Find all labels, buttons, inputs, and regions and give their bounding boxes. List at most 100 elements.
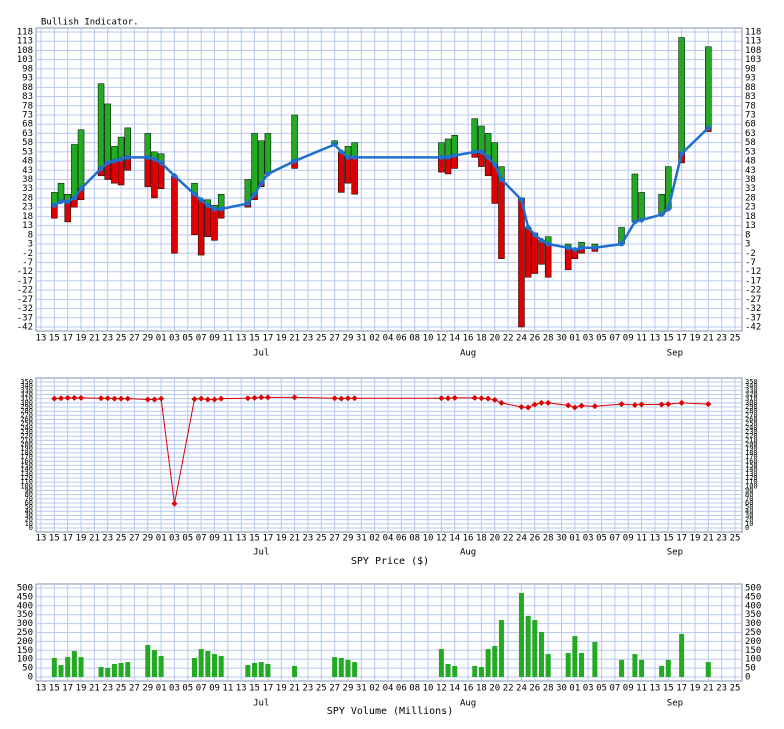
y-tick-label-right: -42 bbox=[745, 323, 761, 333]
up-bar bbox=[478, 125, 485, 153]
y-tick-label: -17 bbox=[17, 276, 33, 286]
y-tick-label: 0 bbox=[28, 673, 33, 683]
ma-point bbox=[252, 191, 258, 197]
ma-point bbox=[665, 206, 671, 212]
x-tick-label: 23 bbox=[716, 334, 727, 344]
x-tick-label: 11 bbox=[636, 534, 647, 544]
ma-point bbox=[679, 151, 685, 157]
down-bar bbox=[538, 240, 545, 265]
ma-point bbox=[198, 197, 204, 203]
month-label: Jul bbox=[253, 548, 269, 558]
ma-point bbox=[51, 202, 57, 208]
ma-point bbox=[118, 156, 124, 162]
x-tick-label: 01 bbox=[156, 334, 167, 344]
point bbox=[485, 395, 492, 402]
ma-point bbox=[579, 245, 585, 251]
point bbox=[531, 401, 538, 408]
x-tick-label: 15 bbox=[663, 534, 674, 544]
x-tick-label: 17 bbox=[676, 684, 687, 694]
bar bbox=[205, 651, 211, 677]
y-tick-label: 320 bbox=[20, 391, 33, 399]
y-tick-label: 63 bbox=[22, 129, 33, 139]
x-tick-label: 27 bbox=[129, 334, 140, 344]
y-tick-label-right: 200 bbox=[745, 637, 761, 647]
point bbox=[331, 395, 338, 402]
x-tick-label: 28 bbox=[543, 534, 554, 544]
up-bar bbox=[631, 173, 639, 223]
down-bar bbox=[344, 157, 352, 184]
down-bar bbox=[151, 158, 158, 199]
y-tick-label-right: 58 bbox=[745, 138, 756, 148]
y-tick-label: 260 bbox=[20, 416, 33, 424]
bar bbox=[452, 665, 458, 677]
x-tick-label: 11 bbox=[222, 334, 233, 344]
x-tick-label: 22 bbox=[503, 534, 514, 544]
x-tick-label: 19 bbox=[690, 334, 701, 344]
y-tick-label-right: 500 bbox=[745, 584, 761, 594]
bar bbox=[125, 662, 131, 677]
y-tick-label: 30 bbox=[25, 511, 33, 519]
x-tick-label: 25 bbox=[730, 534, 741, 544]
y-tick-label: 50 bbox=[25, 503, 33, 511]
x-tick-label: 02 bbox=[369, 334, 380, 344]
x-tick-label: 25 bbox=[116, 684, 127, 694]
point bbox=[104, 395, 111, 402]
x-tick-label: 18 bbox=[476, 534, 487, 544]
x-tick-label: 10 bbox=[423, 334, 434, 344]
y-tick-label: 80 bbox=[25, 491, 33, 499]
y-tick-label: 20 bbox=[25, 516, 33, 524]
point bbox=[578, 402, 585, 409]
x-tick-label: 04 bbox=[383, 684, 394, 694]
bar bbox=[191, 657, 197, 677]
up-bar bbox=[638, 192, 645, 221]
y-tick-label-right: 108 bbox=[745, 46, 761, 56]
x-tick-label: 25 bbox=[730, 334, 741, 344]
down-bar bbox=[157, 162, 165, 189]
x-tick-label: 08 bbox=[409, 684, 420, 694]
y-tick-label-right: 83 bbox=[745, 92, 756, 102]
ma-point bbox=[532, 232, 538, 238]
ma-point bbox=[158, 160, 164, 166]
y-tick-label-right: -27 bbox=[745, 295, 761, 305]
y-tick-label: 88 bbox=[22, 83, 33, 93]
y-tick-label: 78 bbox=[22, 101, 33, 111]
up-bar bbox=[117, 136, 125, 160]
ma-point bbox=[292, 158, 298, 164]
bar bbox=[492, 646, 498, 677]
bar bbox=[198, 649, 204, 677]
y-tick-label-right: 450 bbox=[745, 592, 761, 602]
x-tick-label: 23 bbox=[716, 534, 727, 544]
point bbox=[244, 395, 251, 402]
month-label: Aug bbox=[460, 699, 476, 709]
point bbox=[144, 396, 151, 403]
x-tick-label: 13 bbox=[650, 684, 661, 694]
point bbox=[218, 395, 225, 402]
x-tick-label: 13 bbox=[36, 334, 47, 344]
bar bbox=[105, 667, 111, 677]
x-tick-label: 21 bbox=[89, 534, 100, 544]
point bbox=[638, 401, 645, 408]
point bbox=[118, 395, 125, 402]
y-tick-label-right: 100 bbox=[745, 482, 758, 490]
x-tick-label: 03 bbox=[583, 334, 594, 344]
x-tick-label: 03 bbox=[169, 334, 180, 344]
x-tick-label: 09 bbox=[209, 334, 220, 344]
x-tick-label: 31 bbox=[356, 534, 367, 544]
down-bar bbox=[111, 160, 118, 184]
x-tick-label: 10 bbox=[423, 684, 434, 694]
x-tick-label: 24 bbox=[516, 334, 527, 344]
up-bar bbox=[144, 133, 152, 158]
y-tick-label-right: 270 bbox=[745, 411, 758, 419]
bar bbox=[478, 667, 484, 677]
x-tick-label: 12 bbox=[436, 334, 447, 344]
x-tick-label: 28 bbox=[543, 684, 554, 694]
x-tick-label: 15 bbox=[249, 684, 260, 694]
x-tick-label: 15 bbox=[49, 334, 60, 344]
x-tick-label: 17 bbox=[676, 534, 687, 544]
x-tick-label: 27 bbox=[129, 534, 140, 544]
ma-point bbox=[492, 162, 498, 168]
down-bar bbox=[64, 201, 71, 223]
point bbox=[64, 394, 71, 401]
y-tick-label: 113 bbox=[17, 37, 33, 47]
